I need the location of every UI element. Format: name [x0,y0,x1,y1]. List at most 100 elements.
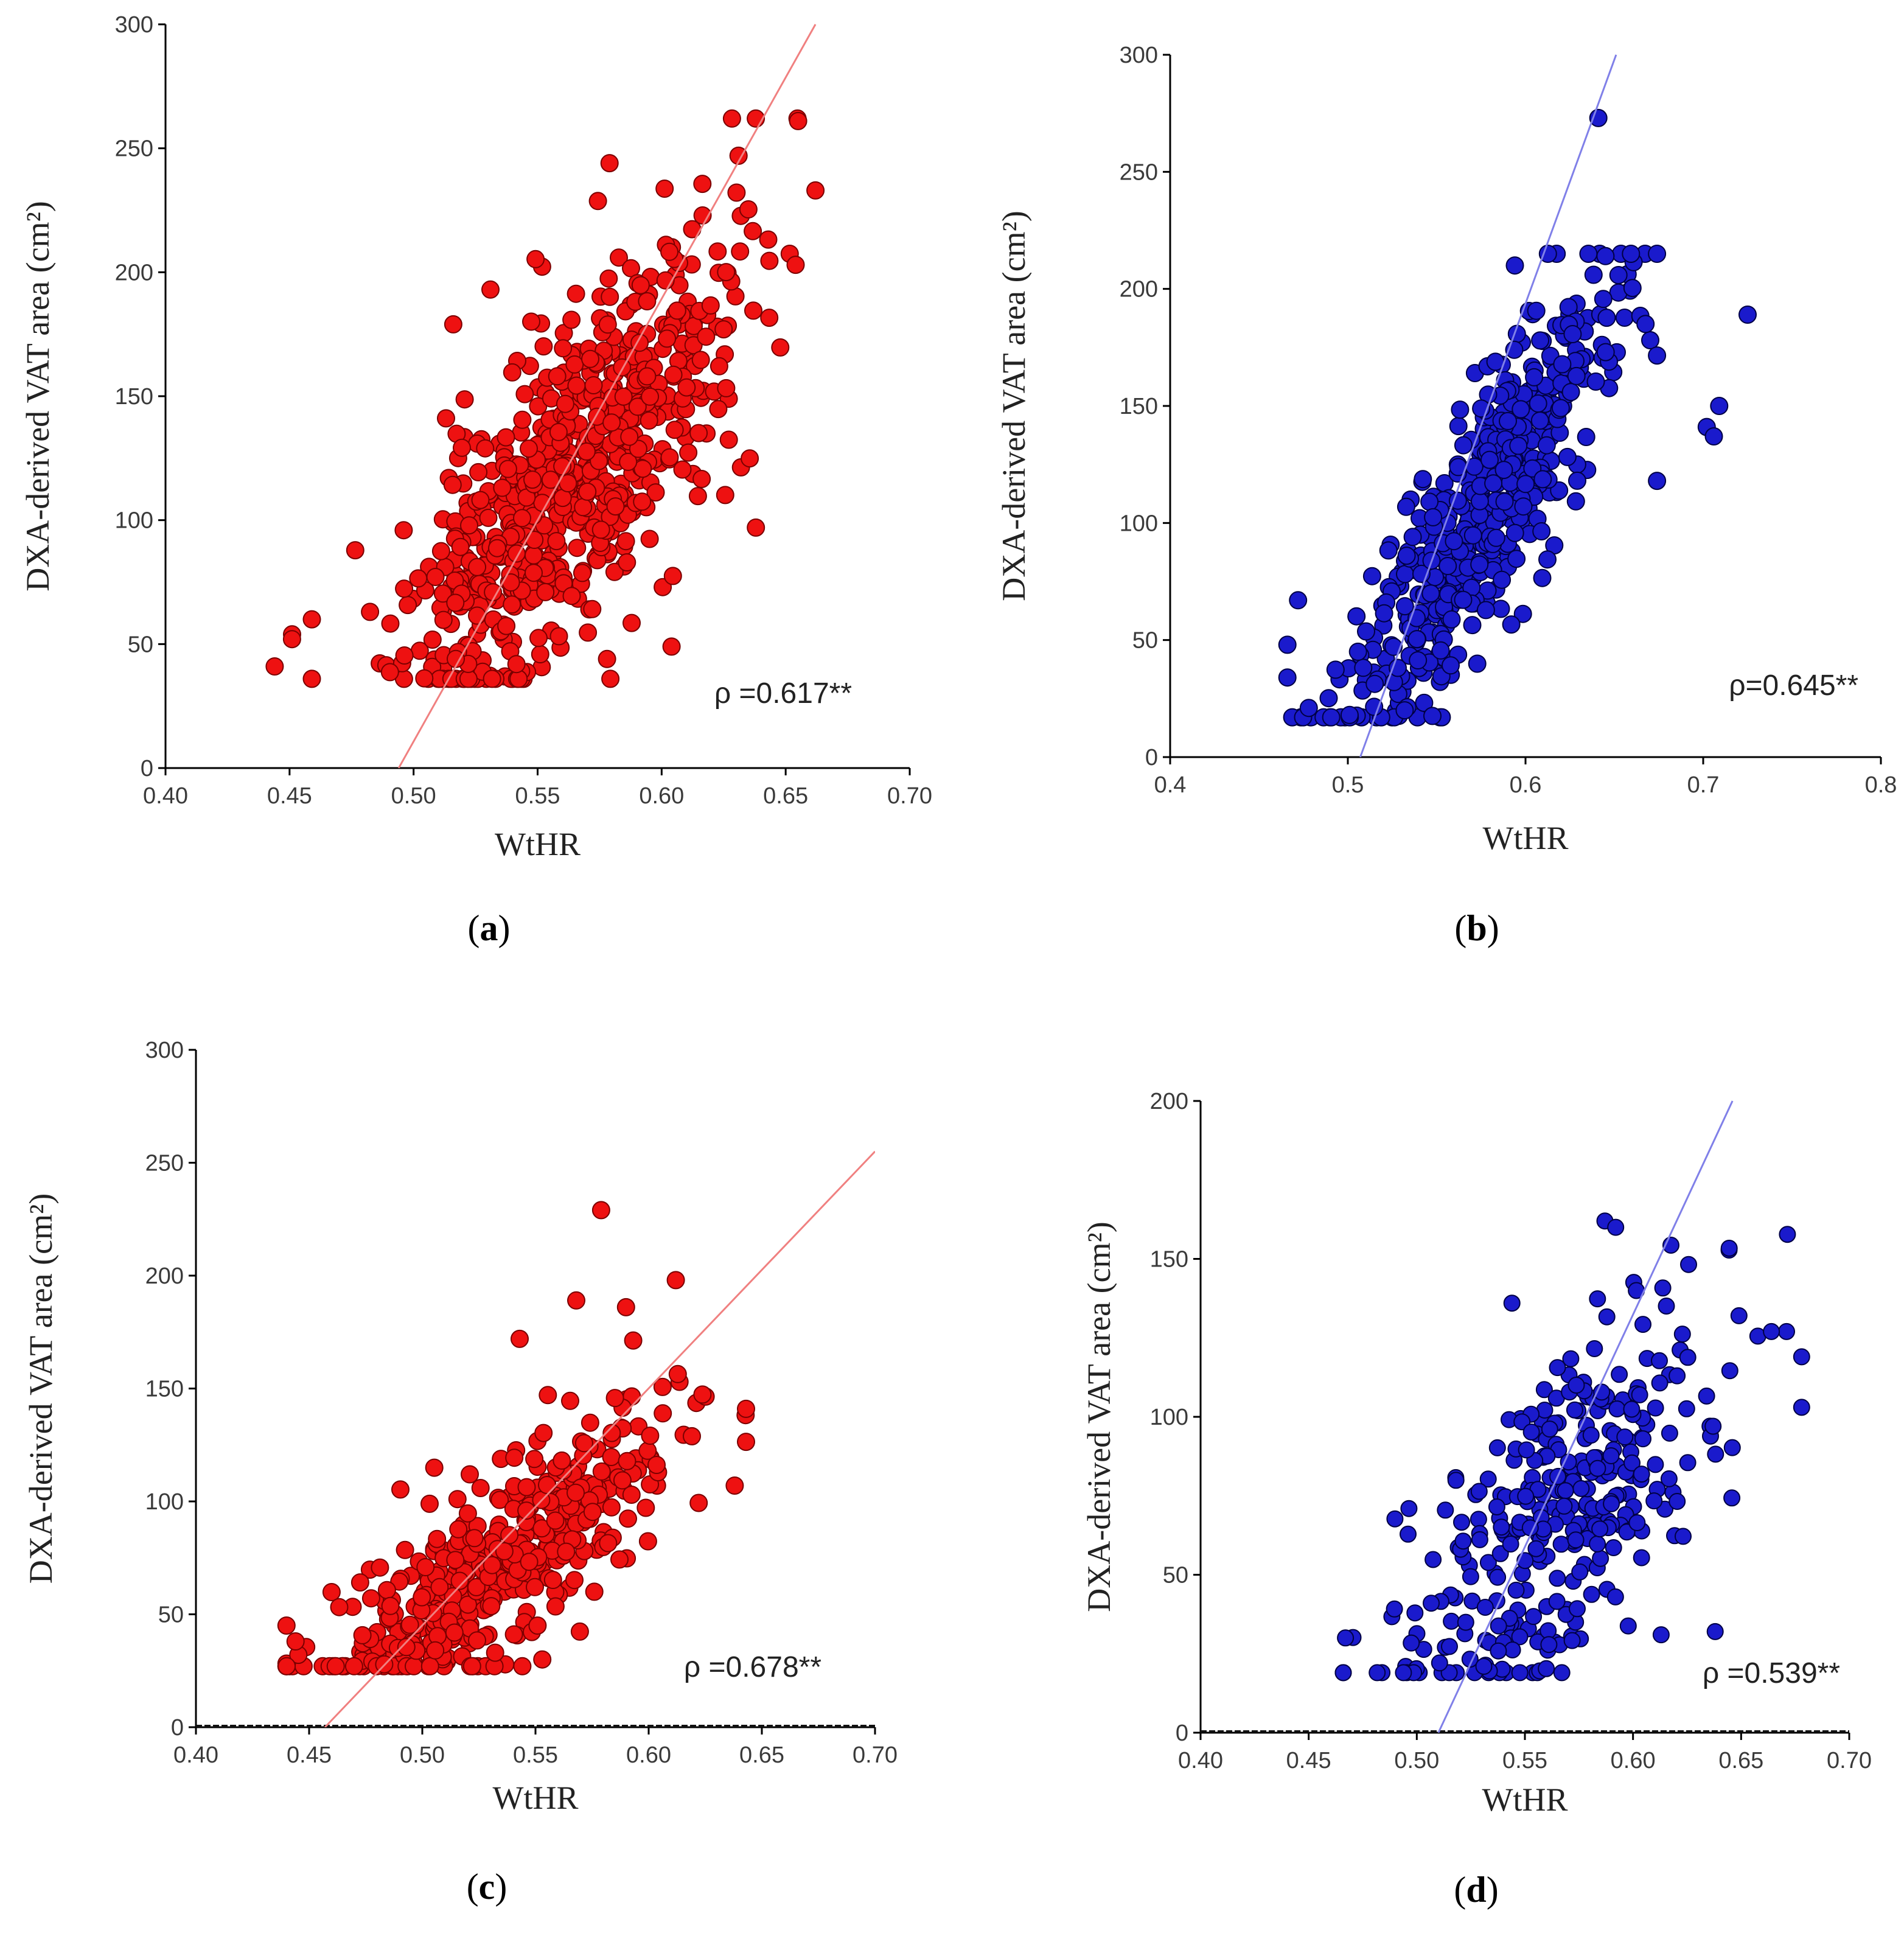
data-point [592,1462,611,1481]
data-point [1479,1470,1497,1488]
data-point [543,1571,562,1589]
data-point [409,569,428,588]
data-point [397,1638,416,1657]
data-point [1569,1600,1586,1618]
data-point [598,649,616,668]
data-point [1661,1424,1678,1442]
data-point [565,1571,584,1590]
data-point [423,631,442,649]
data-point [1454,436,1473,455]
data-point [1607,1218,1625,1236]
data-point [583,1503,602,1522]
data-point [1567,1377,1585,1394]
regression-line [324,1150,875,1727]
data-point [413,1588,431,1607]
x-tick-label: 0.70 [887,783,932,809]
data-point [1567,366,1586,385]
data-point [446,1551,465,1570]
data-point [1423,707,1442,725]
data-point [446,593,465,612]
data-point [1589,1459,1606,1477]
data-point [481,280,500,299]
panel-caption: (a) [468,908,511,948]
data-point [760,309,779,327]
y-tick-label: 50 [1132,628,1158,654]
data-point [395,579,414,598]
data-point [1476,601,1495,620]
data-point [1669,1493,1686,1510]
data-point [668,301,686,320]
data-point [1527,301,1546,320]
data-point [495,1542,514,1560]
data-point [1550,481,1569,500]
data-point [1299,699,1318,718]
data-point [786,256,805,274]
data-point [448,1490,467,1509]
data-point [581,349,599,368]
data-point [381,1596,400,1615]
data-point [517,1478,536,1497]
data-point [522,312,540,331]
data-point [1652,1626,1670,1644]
data-point [1675,1528,1692,1545]
data-point [693,1385,712,1404]
data-point [719,430,738,449]
data-point [1537,436,1556,455]
data-point [1449,417,1468,436]
scatter-points [277,1201,755,1675]
data-point [1562,1350,1580,1368]
data-point [1636,315,1655,334]
y-tick-label: 300 [115,12,153,38]
data-point [468,557,487,576]
data-point [420,1494,439,1513]
data-point [1704,1417,1722,1435]
data-point [1425,1551,1442,1568]
data-point [420,1657,439,1675]
data-point [548,367,567,386]
x-tick-label: 0.5 [1332,772,1364,798]
data-point [1369,1664,1386,1682]
data-point [1611,1366,1628,1383]
data-point [526,1577,544,1596]
data-point [1386,1600,1403,1618]
data-point [1421,584,1440,603]
data-point [1710,397,1729,415]
data-point [737,1399,755,1418]
data-point [1470,555,1489,574]
data-point [663,567,682,585]
data-point [601,669,620,688]
data-point [1589,1535,1606,1553]
data-point [1457,1613,1474,1631]
data-point [599,269,618,288]
data-point [1468,654,1487,673]
data-point [426,1641,445,1660]
data-point [666,1271,685,1290]
data-point [471,1479,490,1497]
data-point [1509,436,1528,455]
data-point [1533,568,1552,587]
data-point [547,532,566,551]
y-tick-label: 200 [115,260,153,285]
data-point [1431,641,1450,660]
data-point [1420,492,1439,511]
data-point [567,376,586,395]
data-point [1628,1514,1646,1531]
data-point [1445,532,1463,551]
data-point [729,146,748,165]
data-point [1631,1386,1648,1403]
data-point [585,1582,604,1601]
data-point [391,1480,410,1499]
y-tick-label: 0 [141,756,153,781]
data-point [1571,1563,1589,1581]
data-point [469,463,488,481]
y-tick-label: 100 [115,508,153,534]
data-point [1347,607,1366,626]
data-point [459,1595,477,1614]
data-point [747,518,765,537]
data-point [1615,309,1634,327]
data-point [277,1616,296,1635]
y-tick-label: 100 [1120,511,1158,536]
data-point [507,655,526,674]
data-point [1793,1399,1810,1416]
data-point [710,357,728,376]
